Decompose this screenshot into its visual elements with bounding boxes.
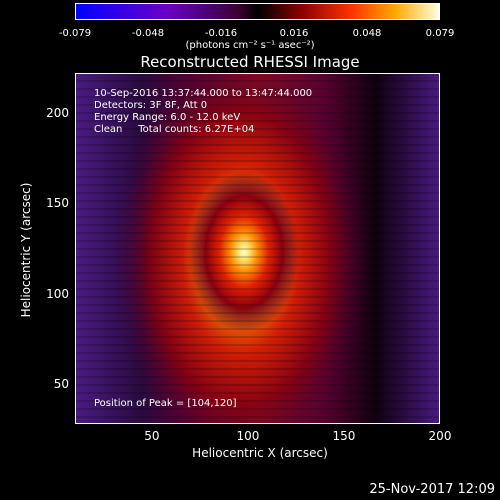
x-tick-label: 100 <box>236 429 260 443</box>
y-tick-label: 200 <box>46 105 69 120</box>
annotation-energy: Energy Range: 6.0 - 12.0 keV <box>94 112 241 123</box>
heatmap-svg <box>76 74 439 423</box>
footer-date: 25-Nov-2017 12:09 <box>369 482 495 497</box>
x-axis-label: Heliocentric X (arcsec) <box>192 446 328 460</box>
annotation-peak: Position of Peak = [104,120] <box>94 398 237 409</box>
colorbar-tick-label: -0.016 <box>204 28 238 39</box>
colorbar-tick-label: -0.048 <box>131 28 165 39</box>
y-tick-label: 50 <box>53 377 69 392</box>
colorbar-tick-label: -0.079 <box>58 28 92 39</box>
annotation-detectors: Detectors: 3F 8F, Att 0 <box>94 100 208 111</box>
x-tick-label: 150 <box>332 429 356 443</box>
pixel-row-texture <box>76 74 439 423</box>
colorbar <box>75 3 440 20</box>
colorbar-tick-label: 0.079 <box>425 28 455 39</box>
colorbar-unit-label: (photons cm⁻² s⁻¹ asec⁻²) <box>185 40 315 51</box>
y-axis-label: Heliocentric Y (arcsec) <box>19 182 33 318</box>
x-tick-label: 50 <box>144 429 160 443</box>
y-tick-label: 150 <box>46 196 69 211</box>
annotation-counts: Clean Total counts: 6.27E+04 <box>94 124 255 135</box>
chart-title: Reconstructed RHESSI Image <box>140 53 360 71</box>
heatmap-plot-area: 10-Sep-2016 13:37:44.000 to 13:47:44.000… <box>75 73 440 424</box>
x-tick-label: 200 <box>428 429 452 443</box>
colorbar-tick-label: 0.016 <box>279 28 309 39</box>
colorbar-tick-label: 0.048 <box>352 28 382 39</box>
annotation-time-range: 10-Sep-2016 13:37:44.000 to 13:47:44.000 <box>94 88 313 99</box>
y-tick-label: 100 <box>46 286 69 301</box>
